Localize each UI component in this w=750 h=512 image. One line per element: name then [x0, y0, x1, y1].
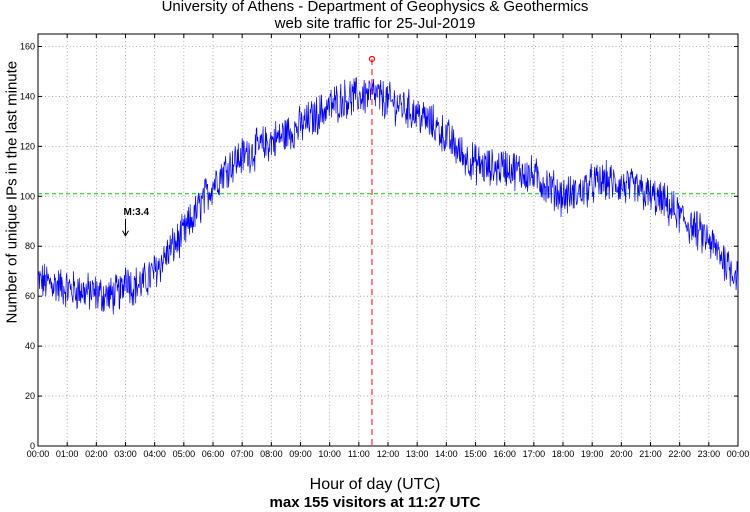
x-tick-label: 02:00 — [85, 449, 108, 459]
x-tick-label: 09:00 — [289, 449, 312, 459]
x-tick-label: 00:00 — [727, 449, 750, 459]
traffic-series-line — [37, 76, 739, 315]
y-tick-label: 140 — [20, 91, 35, 101]
x-tick-label: 06:00 — [202, 449, 225, 459]
x-tick-label: 20:00 — [610, 449, 633, 459]
annotation-label: M:3.4 — [124, 207, 150, 218]
x-tick-label: 19:00 — [581, 449, 604, 459]
x-tick-label: 17:00 — [523, 449, 546, 459]
annotation-arrow-head — [122, 230, 129, 237]
max-point-marker — [368, 55, 376, 63]
max-visitors-caption: max 155 visitors at 11:27 UTC — [269, 494, 481, 511]
x-tick-label: 15:00 — [464, 449, 487, 459]
x-tick-label: 13:00 — [406, 449, 429, 459]
x-tick-label: 01:00 — [56, 449, 79, 459]
y-tick-label: 120 — [20, 141, 35, 151]
chart-title-line1: University of Athens - Department of Geo… — [161, 0, 589, 15]
y-tick-label: 40 — [25, 341, 35, 351]
y-tick-label: 60 — [25, 291, 35, 301]
x-tick-label: 08:00 — [260, 449, 283, 459]
y-tick-label: 0 — [30, 441, 35, 451]
x-tick-label: 10:00 — [318, 449, 341, 459]
x-tick-label: 22:00 — [668, 449, 691, 459]
x-tick-label: 16:00 — [493, 449, 516, 459]
x-tick-label: 07:00 — [231, 449, 254, 459]
x-axis-label: Hour of day (UTC) — [309, 476, 441, 493]
y-tick-label: 80 — [25, 241, 35, 251]
x-tick-label: 12:00 — [377, 449, 400, 459]
x-tick-label: 18:00 — [552, 449, 575, 459]
x-tick-label: 00:00 — [27, 449, 50, 459]
y-tick-label: 100 — [20, 191, 35, 201]
x-tick-label: 11:00 — [348, 449, 370, 459]
y-tick-label: 20 — [25, 391, 35, 401]
y-tick-label: 160 — [20, 41, 35, 51]
x-tick-label: 14:00 — [435, 449, 458, 459]
chart-title-line2: web site traffic for 25-Jul-2019 — [274, 15, 476, 32]
x-tick-label: 23:00 — [698, 449, 721, 459]
x-tick-label: 03:00 — [114, 449, 137, 459]
x-tick-label: 04:00 — [143, 449, 166, 459]
x-tick-label: 21:00 — [639, 449, 662, 459]
x-tick-label: 05:00 — [173, 449, 196, 459]
